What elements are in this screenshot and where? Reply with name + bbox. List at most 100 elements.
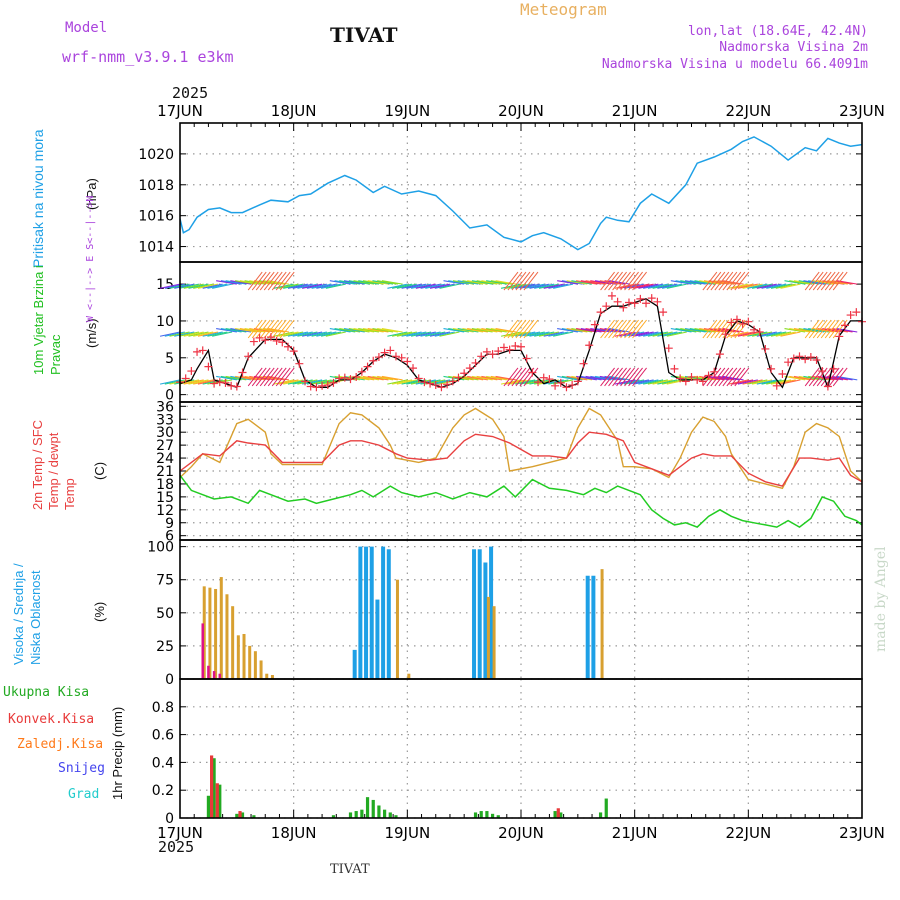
- wind-hatch: [259, 319, 275, 339]
- wind-barb: [594, 328, 616, 333]
- precip-bar-convective: [556, 808, 560, 818]
- cloud-bar-low: [212, 671, 216, 679]
- wind-barb: [594, 280, 616, 285]
- wind-barb: [675, 280, 697, 285]
- wind-speed-marker: [613, 297, 622, 306]
- wind-hatch: [523, 367, 539, 387]
- wind-speed-marker: [806, 353, 815, 362]
- wind-hatch: [255, 319, 271, 339]
- wind-speed-marker: [278, 338, 287, 347]
- footer-location: TIVAT: [330, 862, 370, 877]
- wind-barb: [643, 283, 664, 289]
- wind-barb: [519, 379, 541, 385]
- wind-hatch: [263, 319, 279, 339]
- precip-bar-total: [240, 812, 245, 818]
- wind-barb: [628, 379, 649, 385]
- wind-hatch: [714, 367, 730, 387]
- wind-barb: [202, 331, 223, 337]
- wind-hatch: [734, 367, 750, 387]
- wind-speed-marker: [755, 328, 764, 336]
- wind-barb: [557, 280, 578, 285]
- elevation-text: Nadmorska Visina 2m: [719, 40, 868, 55]
- wind-hatch: [251, 271, 267, 291]
- wind-barb: [164, 379, 185, 385]
- wind-barb: [188, 379, 209, 385]
- wind-speed-marker: [266, 333, 275, 342]
- wind-barb: [633, 379, 654, 385]
- wind-speed-marker: [681, 377, 690, 386]
- wind-hatch: [604, 271, 619, 291]
- cloud-bar-mid: [231, 606, 235, 679]
- wind-speed-marker: [255, 333, 264, 342]
- precip-bar-total: [348, 812, 353, 818]
- wind-barb: [429, 331, 451, 337]
- y-tick-label: 10: [156, 314, 174, 330]
- wind-barb: [377, 280, 398, 285]
- x-day-label-top: 18JUN: [271, 102, 317, 120]
- wind-barb: [490, 328, 512, 333]
- wind-speed-marker: [215, 378, 224, 387]
- wind-speed-marker: [659, 308, 668, 317]
- pressure-line: [179, 136, 863, 251]
- wind-speed-marker: [369, 356, 378, 365]
- wind-hatch: [612, 271, 627, 291]
- wind-barb: [822, 280, 844, 285]
- wind-hatch: [632, 319, 647, 339]
- cloud-bar-low: [207, 665, 210, 679]
- wind-barb: [367, 280, 389, 285]
- x-day-label-bottom: 17JUN: [157, 824, 203, 842]
- wind-speed-marker: [534, 378, 543, 387]
- wind-barb: [775, 283, 796, 289]
- wind-barb: [467, 328, 488, 333]
- wind-barb: [471, 328, 493, 333]
- wind-barb: [253, 328, 275, 333]
- wind-speed-marker: [511, 342, 520, 350]
- wind-barb: [580, 328, 602, 333]
- wind-barb: [515, 331, 536, 337]
- wind-barb: [316, 331, 337, 337]
- wind-hatch: [714, 271, 730, 291]
- wind-barb: [392, 379, 413, 385]
- wind-barb: [415, 331, 436, 337]
- wind-speed-marker: [187, 367, 196, 376]
- wind-barb: [434, 331, 455, 337]
- wind-hatch: [624, 319, 639, 339]
- wind-hatch: [255, 367, 271, 387]
- wind-barb: [297, 331, 318, 337]
- wind-barb: [798, 328, 820, 333]
- wind-speed-marker: [352, 372, 361, 381]
- wind-hatch: [523, 271, 539, 291]
- precip-bar-total: [496, 815, 500, 818]
- wind-barb: [207, 331, 228, 337]
- precip-bar-total: [365, 797, 370, 818]
- cloud-bar-high: [375, 599, 380, 679]
- wind-barb: [230, 280, 252, 285]
- wind-barb: [548, 331, 569, 337]
- wind-speed-marker: [539, 373, 548, 382]
- wind-barb: [415, 283, 436, 289]
- wind-speed-marker: [318, 381, 327, 390]
- wind-barb: [624, 283, 645, 289]
- wind-hatch: [628, 367, 643, 387]
- wind-barb: [174, 331, 195, 337]
- wind-hatch: [832, 367, 848, 387]
- wind-barb: [652, 283, 673, 289]
- wind-barb: [476, 328, 498, 333]
- wind-barb: [358, 328, 380, 333]
- wind-speed-marker: [795, 352, 804, 361]
- wind-barb: [684, 280, 706, 285]
- wind-barb: [534, 283, 555, 289]
- wind-barb: [311, 331, 332, 337]
- wind-barb: [609, 328, 631, 333]
- wind-barb: [553, 283, 574, 289]
- x-day-label-top: 20JUN: [498, 102, 544, 120]
- wind-barb: [505, 379, 526, 385]
- y-tick-label: 1014: [138, 240, 174, 256]
- wind-speed-marker: [823, 382, 832, 391]
- wind-barb: [761, 379, 782, 385]
- sfc-temp-line: [179, 407, 863, 490]
- wind-speed-marker: [568, 381, 577, 390]
- wind-barb: [362, 375, 384, 381]
- wind-hatch: [632, 367, 647, 387]
- cloud-bar-mid: [265, 673, 269, 679]
